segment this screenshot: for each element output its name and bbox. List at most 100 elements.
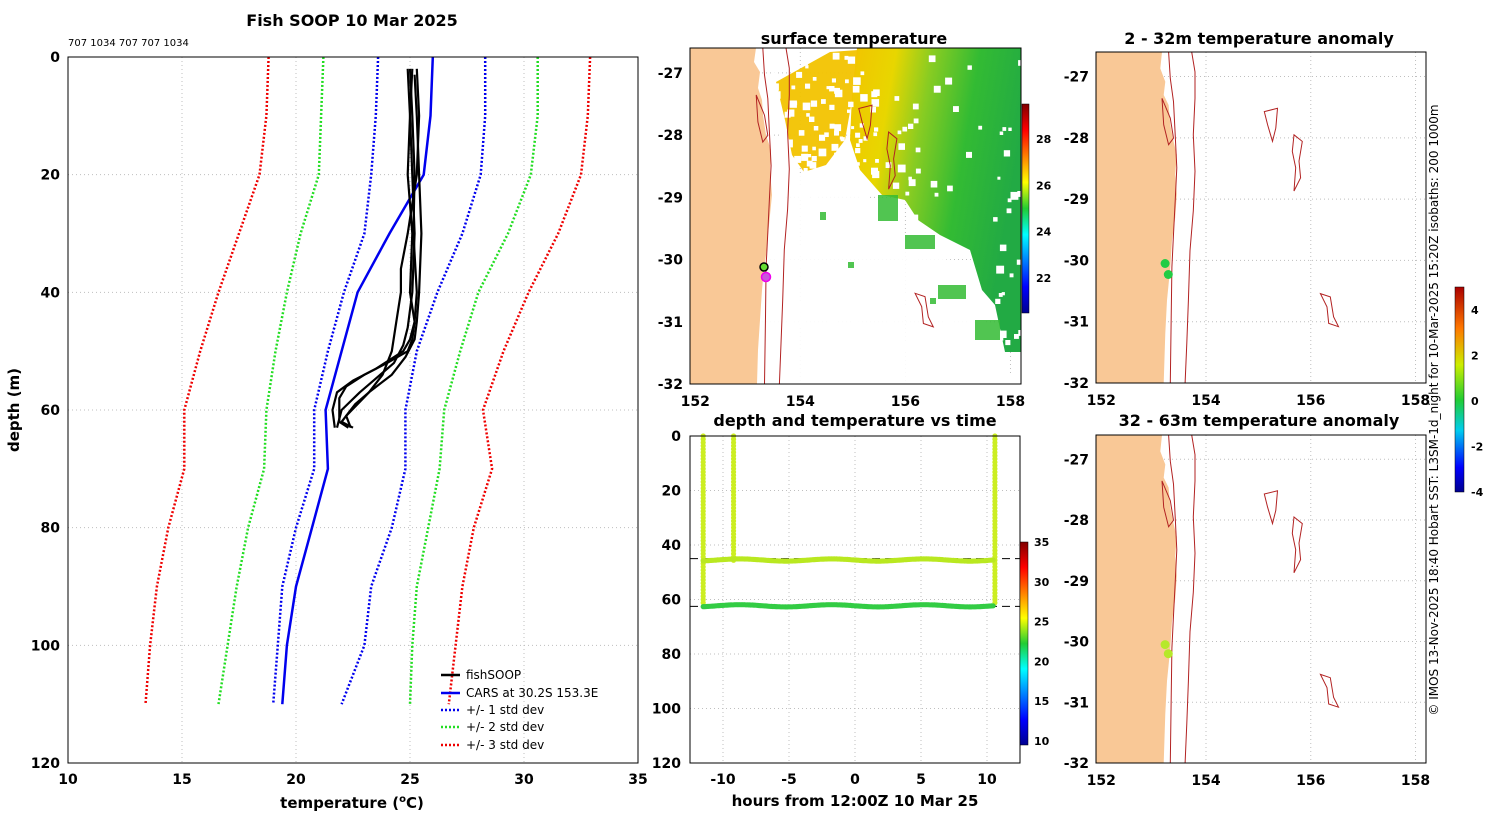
anomaly-point-marker: [1163, 649, 1173, 659]
profile-ytick: 100: [31, 638, 60, 654]
sst-map-panel: surface temperature 152 154 156 158 -27 -28 -2…: [658, 29, 1052, 410]
isobath-contour: [1184, 51, 1196, 384]
td-colorbar-tick: 35: [1034, 536, 1049, 549]
isobath-contour: [1263, 107, 1279, 144]
anomaly-colorbar: [1454, 286, 1465, 493]
map-ytick: -29: [1064, 574, 1089, 590]
profile-cars-mean-line: [281, 56, 435, 705]
td-ytick: 0: [671, 429, 681, 445]
anom2-land-mass: [1096, 435, 1177, 763]
sst-cloud-pixel: [753, 51, 761, 59]
isobath-contour: [1291, 516, 1303, 574]
sst-cloud-pixel: [999, 330, 1007, 338]
sst-cloud-pixel: [934, 192, 939, 197]
sst-cloud-pixel: [789, 163, 794, 169]
sst-cloud-pixel: [785, 52, 793, 60]
sst-cloud-pixel: [821, 99, 826, 104]
td-title: depth and temperature vs time: [713, 411, 996, 430]
sst-visible-patch: [820, 212, 826, 220]
sst-cloud-pixel: [773, 91, 781, 99]
sst-cloud-pixel: [1002, 127, 1007, 131]
td-colorbar-ticks: 10 15 20 25 30 35: [1034, 536, 1050, 748]
sst-cloud-pixel: [855, 148, 861, 154]
isobath-contour: [1291, 133, 1303, 192]
profile-xtick: 25: [400, 772, 419, 788]
sst-cloud-pixel: [807, 154, 812, 158]
anom1-axes-box: [1095, 51, 1427, 384]
sst-cloud-pixel: [873, 89, 880, 96]
map-xtick: 158: [1401, 393, 1430, 409]
sst-cloud-pixel: [851, 126, 855, 130]
sst-cloud-pixel: [853, 77, 861, 85]
sst-visible-patch: [878, 195, 898, 221]
td-xtick: 10: [977, 772, 997, 788]
sst-cloud-pixel: [824, 132, 829, 137]
td-xlabel: hours from 12:00Z 10 Mar 25: [732, 792, 979, 810]
sst-tick-labels: 152 154 156 158 -27 -28 -29 -30 -31 -32: [658, 66, 1025, 410]
sst-cloud-pixel: [829, 86, 835, 92]
sst-cloud-pixel: [1014, 334, 1019, 339]
sst-cloud-pixel: [848, 101, 854, 108]
profile-fishsoop-cast-line: [331, 68, 416, 428]
sst-cloud-pixel: [801, 153, 809, 161]
sst-cloud-pixel: [1017, 191, 1024, 197]
sst-cloud-pixel: [870, 106, 876, 113]
map-ytick: -30: [658, 253, 684, 269]
sst-cloud-pixel: [1010, 191, 1019, 200]
td-tow-track-point: [990, 603, 996, 609]
profile-lower-band-line: [144, 56, 270, 705]
profile-tick-labels: 10 15 20 25 30 35 0 20 40 60 80 100 120: [31, 50, 648, 788]
anomaly-point-marker: [1160, 259, 1170, 268]
sst-cloud-pixel: [995, 298, 1001, 304]
profile-xtick: 30: [514, 772, 534, 788]
profile-panel: Fish SOOP 10 Mar 2025 707 1034 707 707 1…: [5, 11, 648, 812]
sst-visible-patch: [975, 320, 1000, 340]
isobath-contour: [858, 104, 873, 141]
td-colorbar-tick: 25: [1034, 616, 1049, 629]
td-ytick: 80: [662, 647, 682, 663]
sst-marker-float-2: [760, 271, 772, 283]
map-xtick: 158: [996, 394, 1025, 410]
sst-cloud-pixel: [993, 217, 998, 222]
sst-cloud-pixel: [1006, 208, 1012, 214]
sst-cloud-pixel: [978, 125, 983, 130]
td-tracks: [700, 433, 998, 610]
anom2-axes-box: [1095, 434, 1427, 764]
sst-cloud-pixel: [999, 370, 1005, 376]
td-ytick: 100: [652, 702, 681, 718]
sst-cloud-pixel: [785, 139, 793, 148]
sst-cloud-pixel: [802, 102, 811, 111]
isobath-contour: [778, 47, 790, 385]
profile-axes-box: [67, 56, 639, 764]
sst-cloud-pixel: [765, 74, 773, 82]
td-colorbar-tick: 10: [1034, 735, 1050, 748]
sst-cloud-pixel: [845, 79, 849, 84]
profile-ylabel: depth (m): [5, 368, 23, 452]
map-ytick: -31: [1064, 695, 1089, 711]
profile-xtick: 20: [286, 772, 306, 788]
profile-ytick: 40: [41, 285, 61, 301]
sst-cloud-pixel: [813, 126, 819, 131]
sst-cloud-pixel: [875, 159, 879, 163]
anom1-points: [1160, 259, 1173, 279]
map-ytick: -30: [1064, 253, 1090, 269]
sst-cloud-pixel: [771, 83, 779, 91]
sst-cloud-pixel: [847, 109, 851, 113]
sst-cloud-pixel: [897, 130, 902, 135]
sst-cloud-pixel: [953, 106, 959, 112]
isobath-contour: [1161, 480, 1175, 528]
legend-label-3std: +/- 3 std dev: [466, 738, 544, 752]
sst-cloud-pixel: [834, 152, 841, 159]
sst-cloud-pixel: [877, 220, 885, 227]
profile-lower-band-line: [217, 56, 325, 705]
profile-xlabel: temperature (oC): [280, 794, 424, 812]
sst-cloud-pixel: [1001, 292, 1005, 296]
sst-cloud-pixel: [829, 123, 835, 129]
sst-colorbar-tick: 24: [1036, 226, 1052, 239]
sst-cloud-pixel: [996, 359, 1004, 367]
sst-cloud-pixel: [858, 139, 863, 143]
sst-cloud-pixel: [860, 71, 865, 76]
sst-title: surface temperature: [761, 29, 948, 48]
td-colorbar-tick: 15: [1034, 695, 1049, 708]
